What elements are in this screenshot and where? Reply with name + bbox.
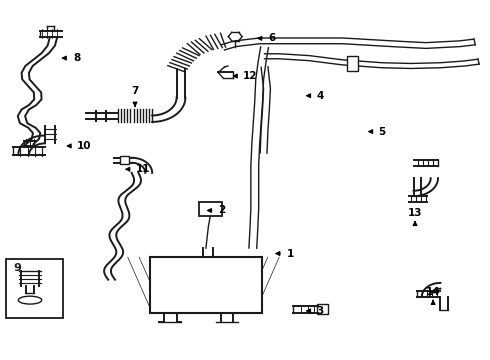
- Text: 10: 10: [77, 141, 92, 151]
- Bar: [121, 156, 129, 164]
- Text: 9: 9: [13, 263, 21, 273]
- Text: 3: 3: [317, 306, 323, 316]
- Bar: [346, 55, 358, 71]
- Text: 1: 1: [287, 248, 294, 258]
- Text: 11: 11: [136, 164, 150, 174]
- Text: 8: 8: [73, 53, 80, 63]
- Bar: [198, 202, 222, 216]
- Text: 4: 4: [317, 91, 324, 101]
- Text: 2: 2: [219, 206, 226, 216]
- Text: 12: 12: [243, 71, 258, 81]
- Bar: [5, 259, 63, 318]
- Ellipse shape: [18, 296, 42, 304]
- Text: 7: 7: [131, 86, 139, 96]
- Text: 14: 14: [426, 287, 441, 297]
- Text: 5: 5: [378, 127, 386, 136]
- Text: 13: 13: [408, 208, 422, 219]
- Bar: [150, 257, 262, 313]
- Bar: [318, 305, 328, 315]
- Text: 6: 6: [269, 33, 276, 43]
